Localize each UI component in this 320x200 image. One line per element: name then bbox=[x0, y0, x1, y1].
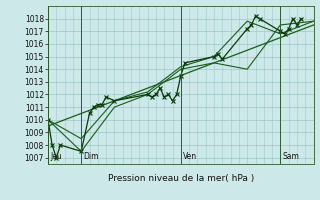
X-axis label: Pression niveau de la mer( hPa ): Pression niveau de la mer( hPa ) bbox=[108, 174, 254, 183]
Text: Ven: Ven bbox=[183, 152, 197, 161]
Text: Jeu: Jeu bbox=[50, 152, 62, 161]
Text: Dim: Dim bbox=[83, 152, 99, 161]
Text: Sam: Sam bbox=[283, 152, 299, 161]
